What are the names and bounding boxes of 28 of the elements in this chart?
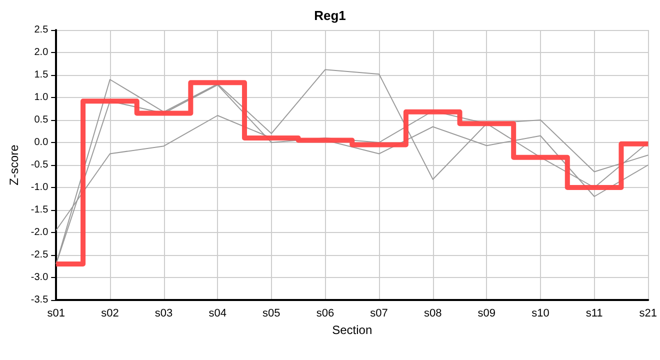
x-axis-title: Section bbox=[332, 323, 372, 337]
y-tick-label: 1.0 bbox=[34, 92, 49, 103]
x-tick-label: s02 bbox=[101, 308, 119, 320]
y-tick-label: -1.0 bbox=[30, 182, 49, 193]
y-tick-label: -3.0 bbox=[30, 272, 49, 283]
y-tick-label: -0.5 bbox=[30, 160, 49, 170]
x-tick-label: s08 bbox=[424, 308, 442, 320]
y-tick-label: -1.5 bbox=[30, 204, 49, 216]
y-tick-label: -2.0 bbox=[30, 227, 49, 238]
y-tick-label: 0.0 bbox=[34, 137, 49, 148]
y-tick-label: -2.5 bbox=[30, 250, 49, 260]
y-tick-label: 2.0 bbox=[34, 47, 49, 58]
x-tick-label: s09 bbox=[478, 308, 496, 320]
x-tick-label: s06 bbox=[316, 308, 334, 320]
chart-title: Reg1 bbox=[314, 8, 346, 23]
y-tick-label: 2.5 bbox=[34, 24, 49, 36]
y-axis-title: Z-score bbox=[7, 144, 21, 186]
x-tick-label: s05 bbox=[262, 308, 280, 320]
x-tick-label: s10 bbox=[532, 308, 550, 320]
x-tick-label: s07 bbox=[370, 308, 388, 320]
y-tick-label: 0.5 bbox=[34, 114, 49, 126]
y-tick-label: 1.5 bbox=[34, 70, 49, 80]
x-tick-label: s21 bbox=[639, 308, 658, 320]
x-tick-label: s04 bbox=[208, 308, 226, 320]
x-tick-label: s11 bbox=[586, 308, 603, 320]
y-tick-label: -3.5 bbox=[30, 294, 49, 306]
x-tick-label: s03 bbox=[154, 308, 173, 320]
x-tick-label: s01 bbox=[47, 308, 66, 320]
